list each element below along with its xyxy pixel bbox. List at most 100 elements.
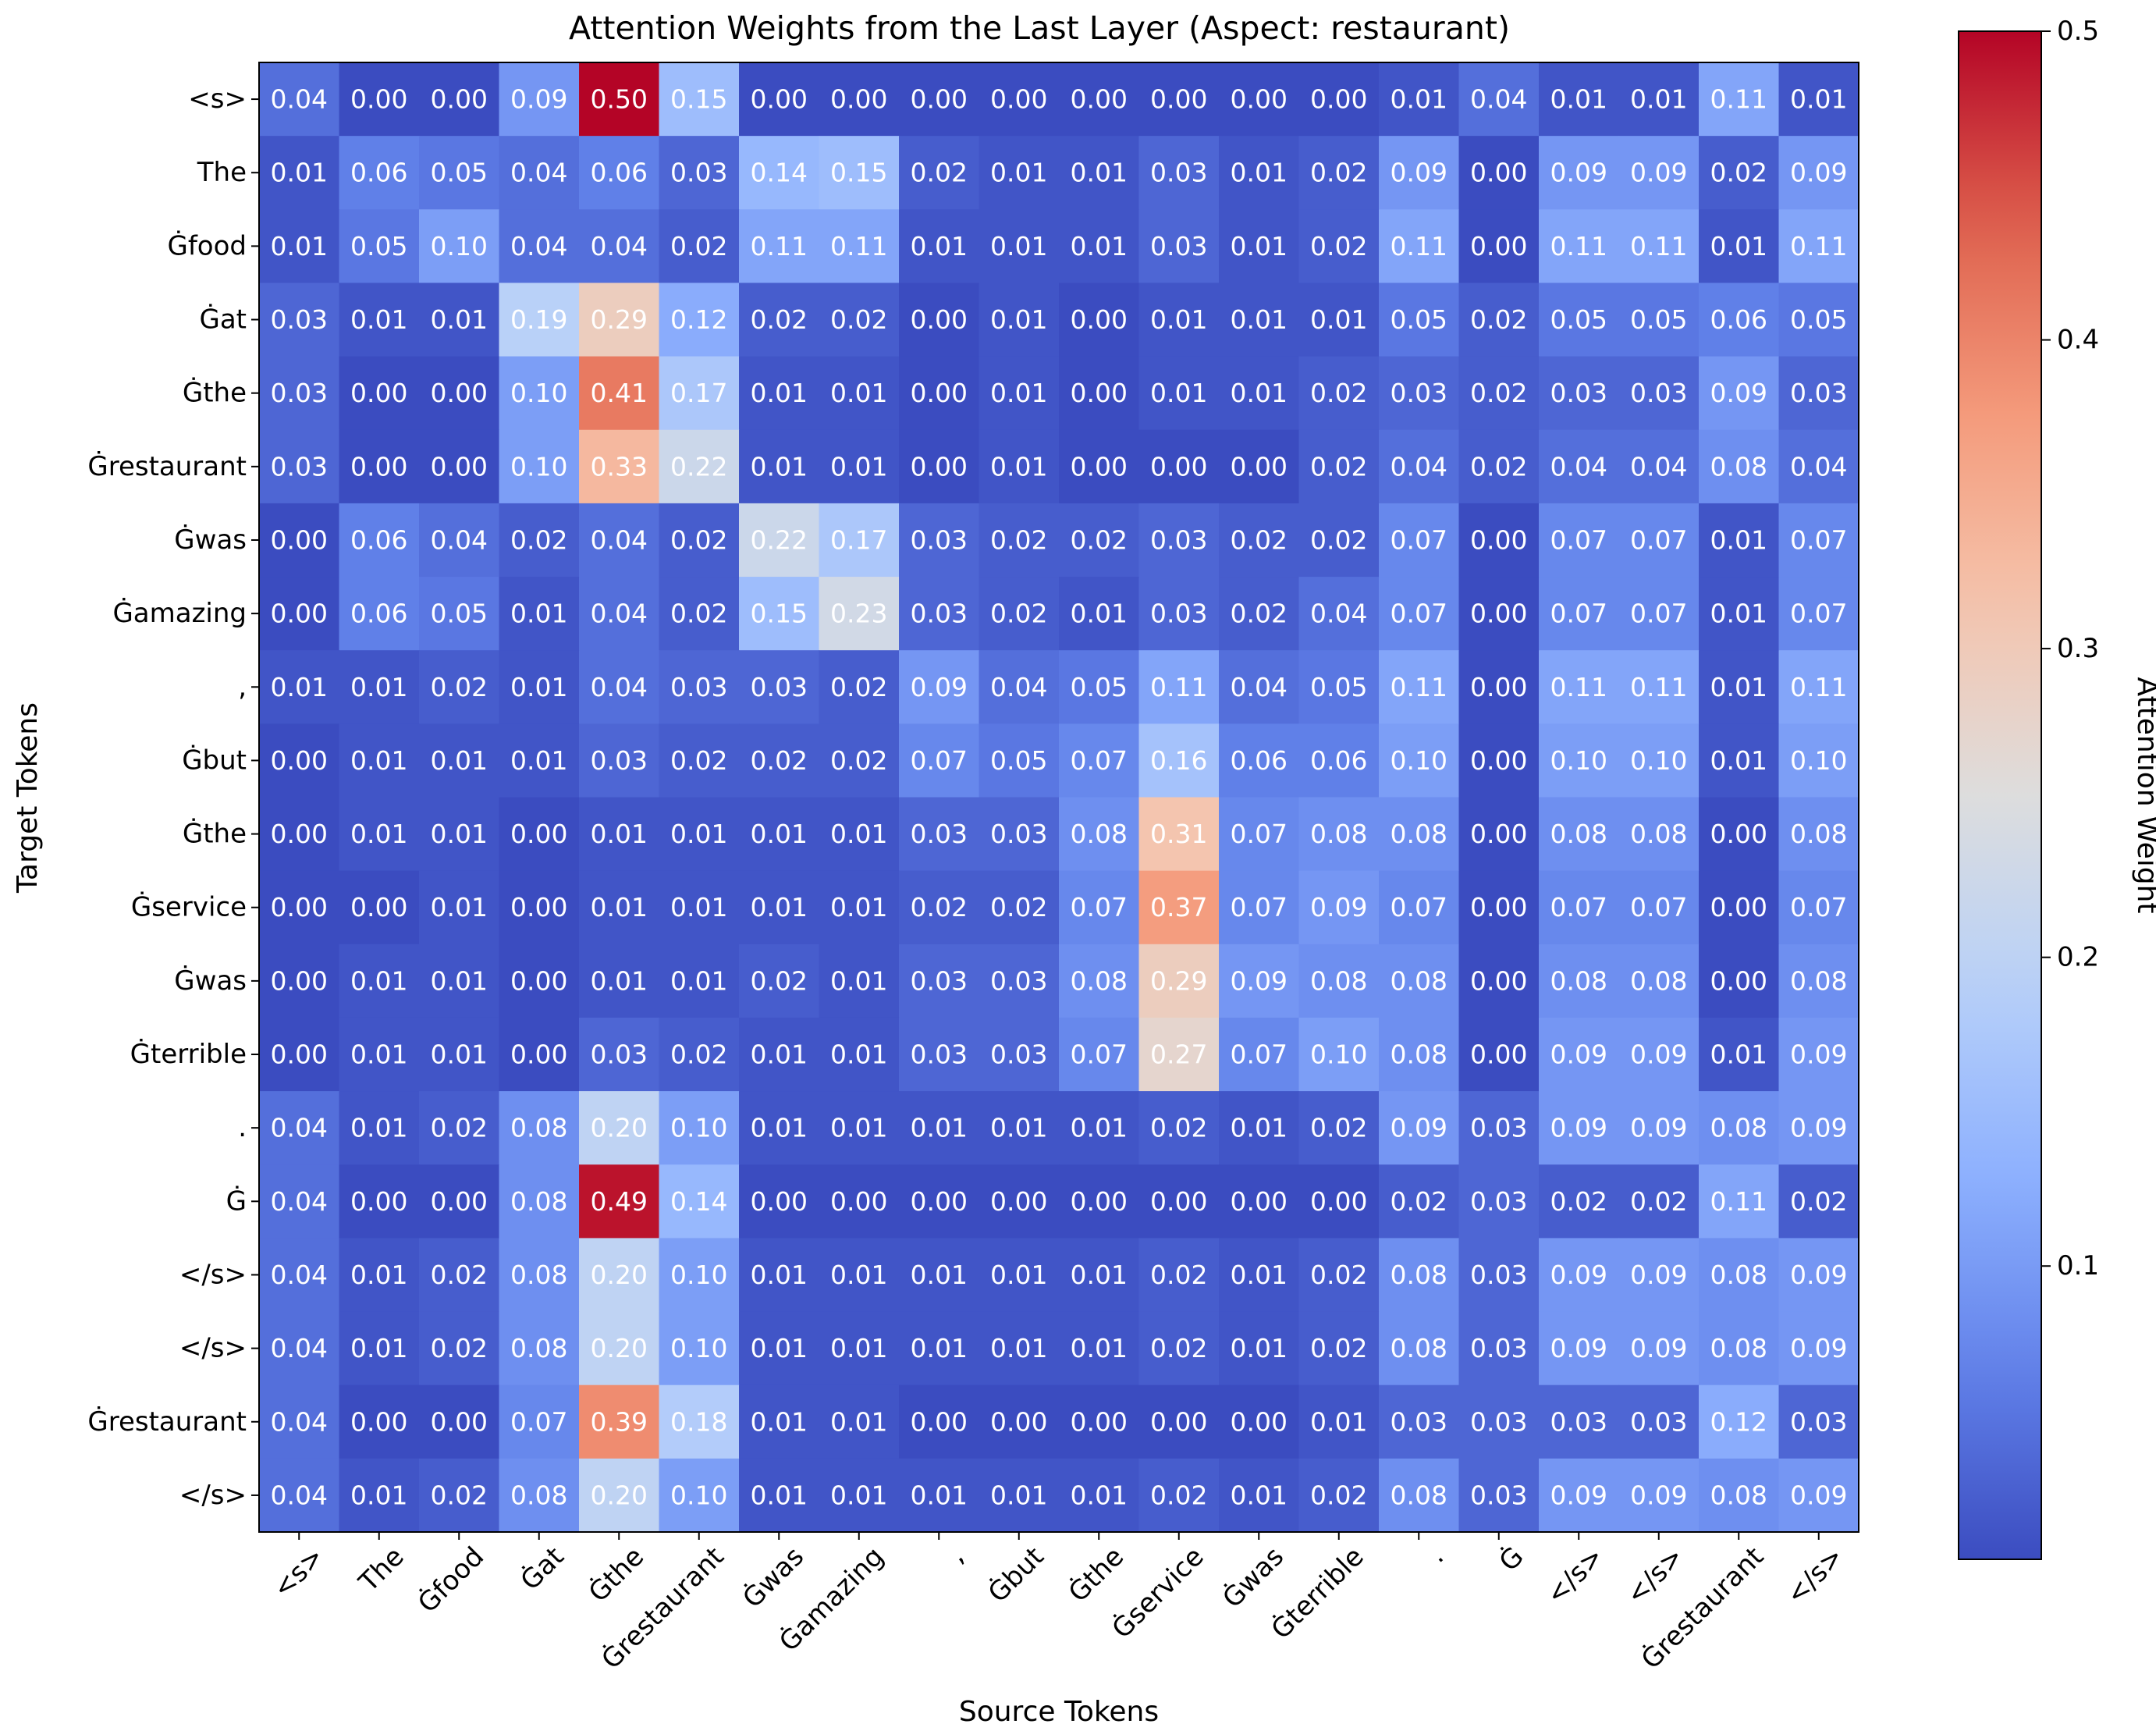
cell-value-label: 0.41	[591, 378, 648, 408]
heatmap-cell	[1379, 870, 1460, 945]
cell-value-label: 0.00	[271, 745, 328, 776]
cell-value-label: 0.08	[1710, 1333, 1767, 1363]
heatmap-cell	[499, 1311, 580, 1386]
heatmap-cell	[1298, 1458, 1380, 1533]
cell-value-label: 0.00	[1710, 892, 1767, 922]
cell-value-label: 0.02	[830, 672, 887, 702]
cell-value-label: 0.08	[1310, 965, 1367, 996]
heatmap-cell	[1379, 797, 1460, 872]
heatmap-cell	[1219, 283, 1300, 357]
cell-value-label: 0.03	[1150, 599, 1207, 629]
cell-value-label: 0.11	[1790, 672, 1847, 702]
cell-value-label: 0.01	[911, 1480, 968, 1510]
heatmap-cell	[1618, 1164, 1700, 1239]
cell-value-label: 0.01	[830, 1113, 887, 1143]
cell-value-label: 0.08	[510, 1113, 567, 1143]
heatmap-cell	[579, 1091, 660, 1165]
cell-value-label: 0.01	[1231, 1333, 1288, 1363]
heatmap-cell	[659, 650, 740, 724]
cell-value-label: 0.00	[1231, 1186, 1288, 1217]
heatmap-cell	[899, 650, 980, 724]
cell-value-label: 0.11	[1150, 672, 1207, 702]
heatmap-cell	[1298, 1091, 1380, 1165]
cell-value-label: 0.07	[1790, 892, 1847, 922]
cell-value-label: 0.01	[510, 672, 567, 702]
heatmap-cell	[1298, 1384, 1380, 1459]
heatmap-cell	[1219, 1384, 1300, 1459]
heatmap-cell	[739, 1384, 820, 1459]
heatmap-cell	[1059, 1091, 1140, 1165]
heatmap-cell	[1219, 429, 1300, 504]
x-axis-label: Source Tokens	[959, 1696, 1159, 1728]
heatmap-cell	[1778, 1311, 1859, 1386]
heatmap-cell	[499, 577, 580, 651]
cell-value-label: 0.04	[510, 231, 567, 261]
heatmap-cell	[979, 1164, 1060, 1239]
y-tick-label: Ġterrible	[130, 1038, 247, 1070]
heatmap-cell	[579, 1311, 660, 1386]
cell-value-label: 0.00	[510, 892, 567, 922]
heatmap-cell	[1138, 870, 1220, 945]
heatmap-cell	[579, 429, 660, 504]
heatmap-cell	[1699, 209, 1780, 284]
cell-value-label: 0.02	[670, 599, 727, 629]
cell-value-label: 0.02	[431, 1113, 488, 1143]
heatmap-cell	[1059, 209, 1140, 284]
cell-value-label: 0.04	[1391, 451, 1447, 482]
heatmap-cell	[1618, 797, 1700, 872]
heatmap-cell	[1618, 944, 1700, 1018]
cell-value-label: 0.10	[670, 1333, 727, 1363]
cell-value-label: 0.39	[591, 1406, 648, 1437]
cell-value-label: 0.07	[510, 1406, 567, 1437]
cell-value-label: 0.01	[1630, 84, 1687, 115]
cell-value-label: 0.09	[1550, 1113, 1607, 1143]
cell-value-label: 0.04	[1550, 451, 1607, 482]
y-tick-label: Ġat	[199, 304, 247, 336]
heatmap-cell	[419, 650, 500, 724]
cell-value-label: 0.04	[591, 672, 648, 702]
cell-value-label: 0.08	[1550, 965, 1607, 996]
cell-value-label: 0.04	[271, 1113, 328, 1143]
heatmap-cell	[1699, 1384, 1780, 1459]
cell-value-label: 0.02	[670, 745, 727, 776]
heatmap-cell	[739, 1091, 820, 1165]
heatmap-cell	[499, 1384, 580, 1459]
heatmap-cell	[739, 209, 820, 284]
cell-value-label: 0.27	[1150, 1040, 1207, 1070]
heatmap-cell	[739, 429, 820, 504]
heatmap-cell	[499, 870, 580, 945]
heatmap-cell	[1298, 577, 1380, 651]
cell-value-label: 0.04	[271, 1260, 328, 1290]
heatmap-cell	[819, 797, 900, 872]
colorbar-tick-label: 0.1	[2057, 1250, 2099, 1281]
cell-value-label: 0.04	[431, 524, 488, 555]
heatmap-cell	[1778, 944, 1859, 1018]
cell-value-label: 0.02	[1470, 451, 1527, 482]
cell-value-label: 0.08	[1710, 1113, 1767, 1143]
cell-value-label: 0.00	[1150, 451, 1207, 482]
cell-value-label: 0.08	[1071, 965, 1128, 996]
cell-value-label: 0.04	[271, 1406, 328, 1437]
heatmap-cell	[979, 944, 1060, 1018]
cell-value-label: 0.04	[1231, 672, 1288, 702]
cell-value-label: 0.00	[1470, 672, 1527, 702]
heatmap-cell	[1059, 944, 1140, 1018]
cell-value-label: 0.08	[1710, 1480, 1767, 1510]
heatmap-cell	[499, 503, 580, 578]
heatmap-cell	[819, 62, 900, 137]
heatmap-cell	[1059, 1164, 1140, 1239]
x-tick-label: </s>	[1620, 1541, 1689, 1611]
cell-value-label: 0.00	[271, 599, 328, 629]
cell-value-label: 0.33	[591, 451, 648, 482]
heatmap-cell	[419, 1164, 500, 1239]
cell-value-label: 0.02	[1470, 304, 1527, 335]
cell-value-label: 0.00	[1470, 599, 1527, 629]
heatmap-cell	[819, 503, 900, 578]
heatmap-cell	[579, 797, 660, 872]
heatmap-cell	[739, 650, 820, 724]
y-tick-label: Ġamazing	[112, 597, 247, 629]
heatmap-cell	[1219, 1091, 1300, 1165]
heatmap-cell	[1458, 283, 1540, 357]
heatmap-cell	[259, 650, 340, 724]
heatmap-cell	[1298, 136, 1380, 210]
